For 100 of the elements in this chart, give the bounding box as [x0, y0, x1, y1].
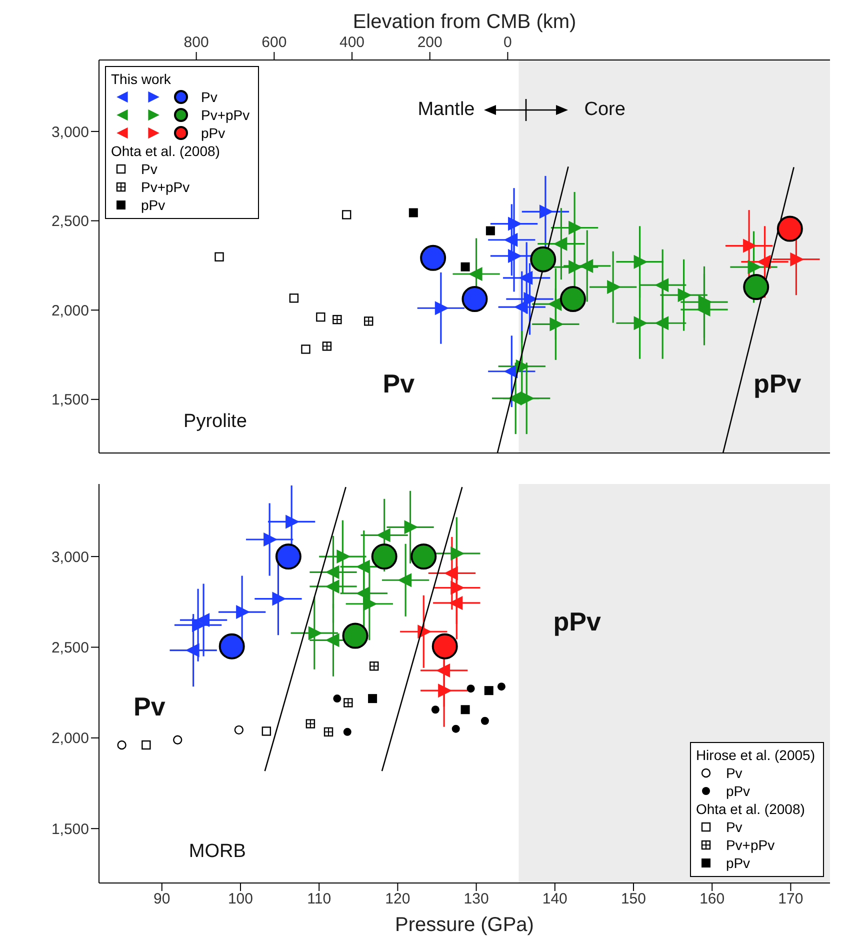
point	[450, 580, 465, 595]
point	[480, 716, 489, 725]
point	[420, 244, 446, 271]
annotation: MORB	[188, 840, 246, 863]
point	[743, 274, 770, 300]
point	[550, 317, 564, 332]
point	[376, 528, 390, 542]
point	[568, 220, 583, 235]
legend-title: Hirose et al. (2005)	[696, 746, 815, 764]
point	[743, 238, 758, 253]
point	[325, 633, 340, 648]
point	[438, 684, 452, 698]
x2-tick-label: 600	[262, 34, 287, 51]
point	[275, 544, 302, 570]
point	[560, 286, 586, 312]
y-tick-label: 2,000	[51, 730, 89, 748]
x2-tick-label: 800	[184, 34, 209, 51]
legend-label: pPv	[141, 196, 166, 214]
x-tick-label: 90	[154, 890, 170, 908]
point	[448, 596, 463, 610]
point	[548, 297, 562, 312]
legend-label: Pv	[201, 88, 218, 106]
point	[272, 592, 286, 606]
point	[342, 622, 368, 649]
y-tick-label: 2,500	[51, 213, 89, 230]
x-tick-label: 100	[228, 890, 253, 908]
point	[192, 618, 206, 632]
point	[748, 260, 762, 274]
point	[218, 633, 245, 660]
point	[316, 312, 326, 322]
point	[117, 740, 126, 750]
annotation: Pv	[134, 692, 166, 723]
x2-tick-label: 400	[339, 34, 365, 51]
point	[436, 663, 450, 678]
point	[696, 302, 710, 317]
point	[356, 586, 370, 600]
point	[301, 344, 310, 354]
point	[568, 260, 583, 274]
point	[325, 565, 340, 580]
legend-label: Pv	[141, 160, 158, 178]
point	[486, 226, 495, 236]
point	[398, 573, 412, 588]
annotation: Pv	[382, 368, 415, 400]
point	[553, 236, 568, 251]
annotation: Ohta et al. (2008)	[696, 800, 806, 818]
annotation: Pyrolite	[184, 411, 247, 434]
point	[579, 258, 594, 273]
point	[484, 686, 494, 696]
point	[698, 295, 712, 310]
point	[654, 316, 669, 330]
point	[508, 216, 522, 231]
annotation: pPv	[754, 368, 802, 400]
point	[368, 694, 378, 704]
point	[333, 694, 342, 703]
point	[325, 579, 340, 594]
point	[185, 643, 200, 658]
x-tick-label: 150	[620, 890, 646, 908]
point	[410, 544, 437, 570]
point	[466, 684, 475, 693]
x-tick-label: 110	[307, 890, 332, 908]
legend-label: Pv+pPv	[141, 178, 190, 196]
annotation: pPv	[553, 606, 601, 638]
point	[431, 706, 440, 714]
point	[214, 252, 224, 262]
x-tick-label: 120	[385, 890, 410, 908]
point	[434, 301, 449, 316]
point	[196, 613, 210, 628]
x-tick-label: 140	[542, 890, 568, 908]
point	[504, 232, 518, 247]
point	[336, 550, 351, 564]
legend-label: Pv	[726, 818, 742, 836]
annotation: Ohta et al. (2008)	[111, 142, 221, 160]
point	[497, 682, 506, 691]
point	[790, 252, 804, 266]
point	[173, 735, 182, 745]
point	[539, 204, 554, 219]
y-tick-label: 2,500	[51, 640, 89, 657]
point	[450, 546, 465, 560]
point	[342, 210, 352, 220]
annotation: Mantle	[418, 99, 475, 122]
annotation: Core	[584, 99, 626, 122]
legend-label: Pv	[726, 764, 742, 782]
point	[518, 270, 533, 285]
y-tick-label: 1,500	[51, 392, 89, 409]
y-tick-label: 3,000	[51, 548, 89, 566]
x-axis-title: Pressure (GPa)	[395, 914, 534, 936]
point	[142, 740, 151, 750]
x2-tick-label: 0	[504, 34, 512, 51]
legend-label: pPv	[726, 782, 750, 800]
point	[444, 566, 458, 580]
point	[508, 248, 522, 263]
x2-axis-title: Elevation from CMB (km)	[352, 11, 576, 33]
point	[654, 278, 669, 292]
point	[286, 514, 300, 529]
point	[363, 596, 378, 611]
point	[308, 626, 322, 640]
point	[452, 724, 460, 733]
point	[520, 391, 535, 406]
point	[343, 728, 352, 736]
point	[776, 216, 803, 242]
